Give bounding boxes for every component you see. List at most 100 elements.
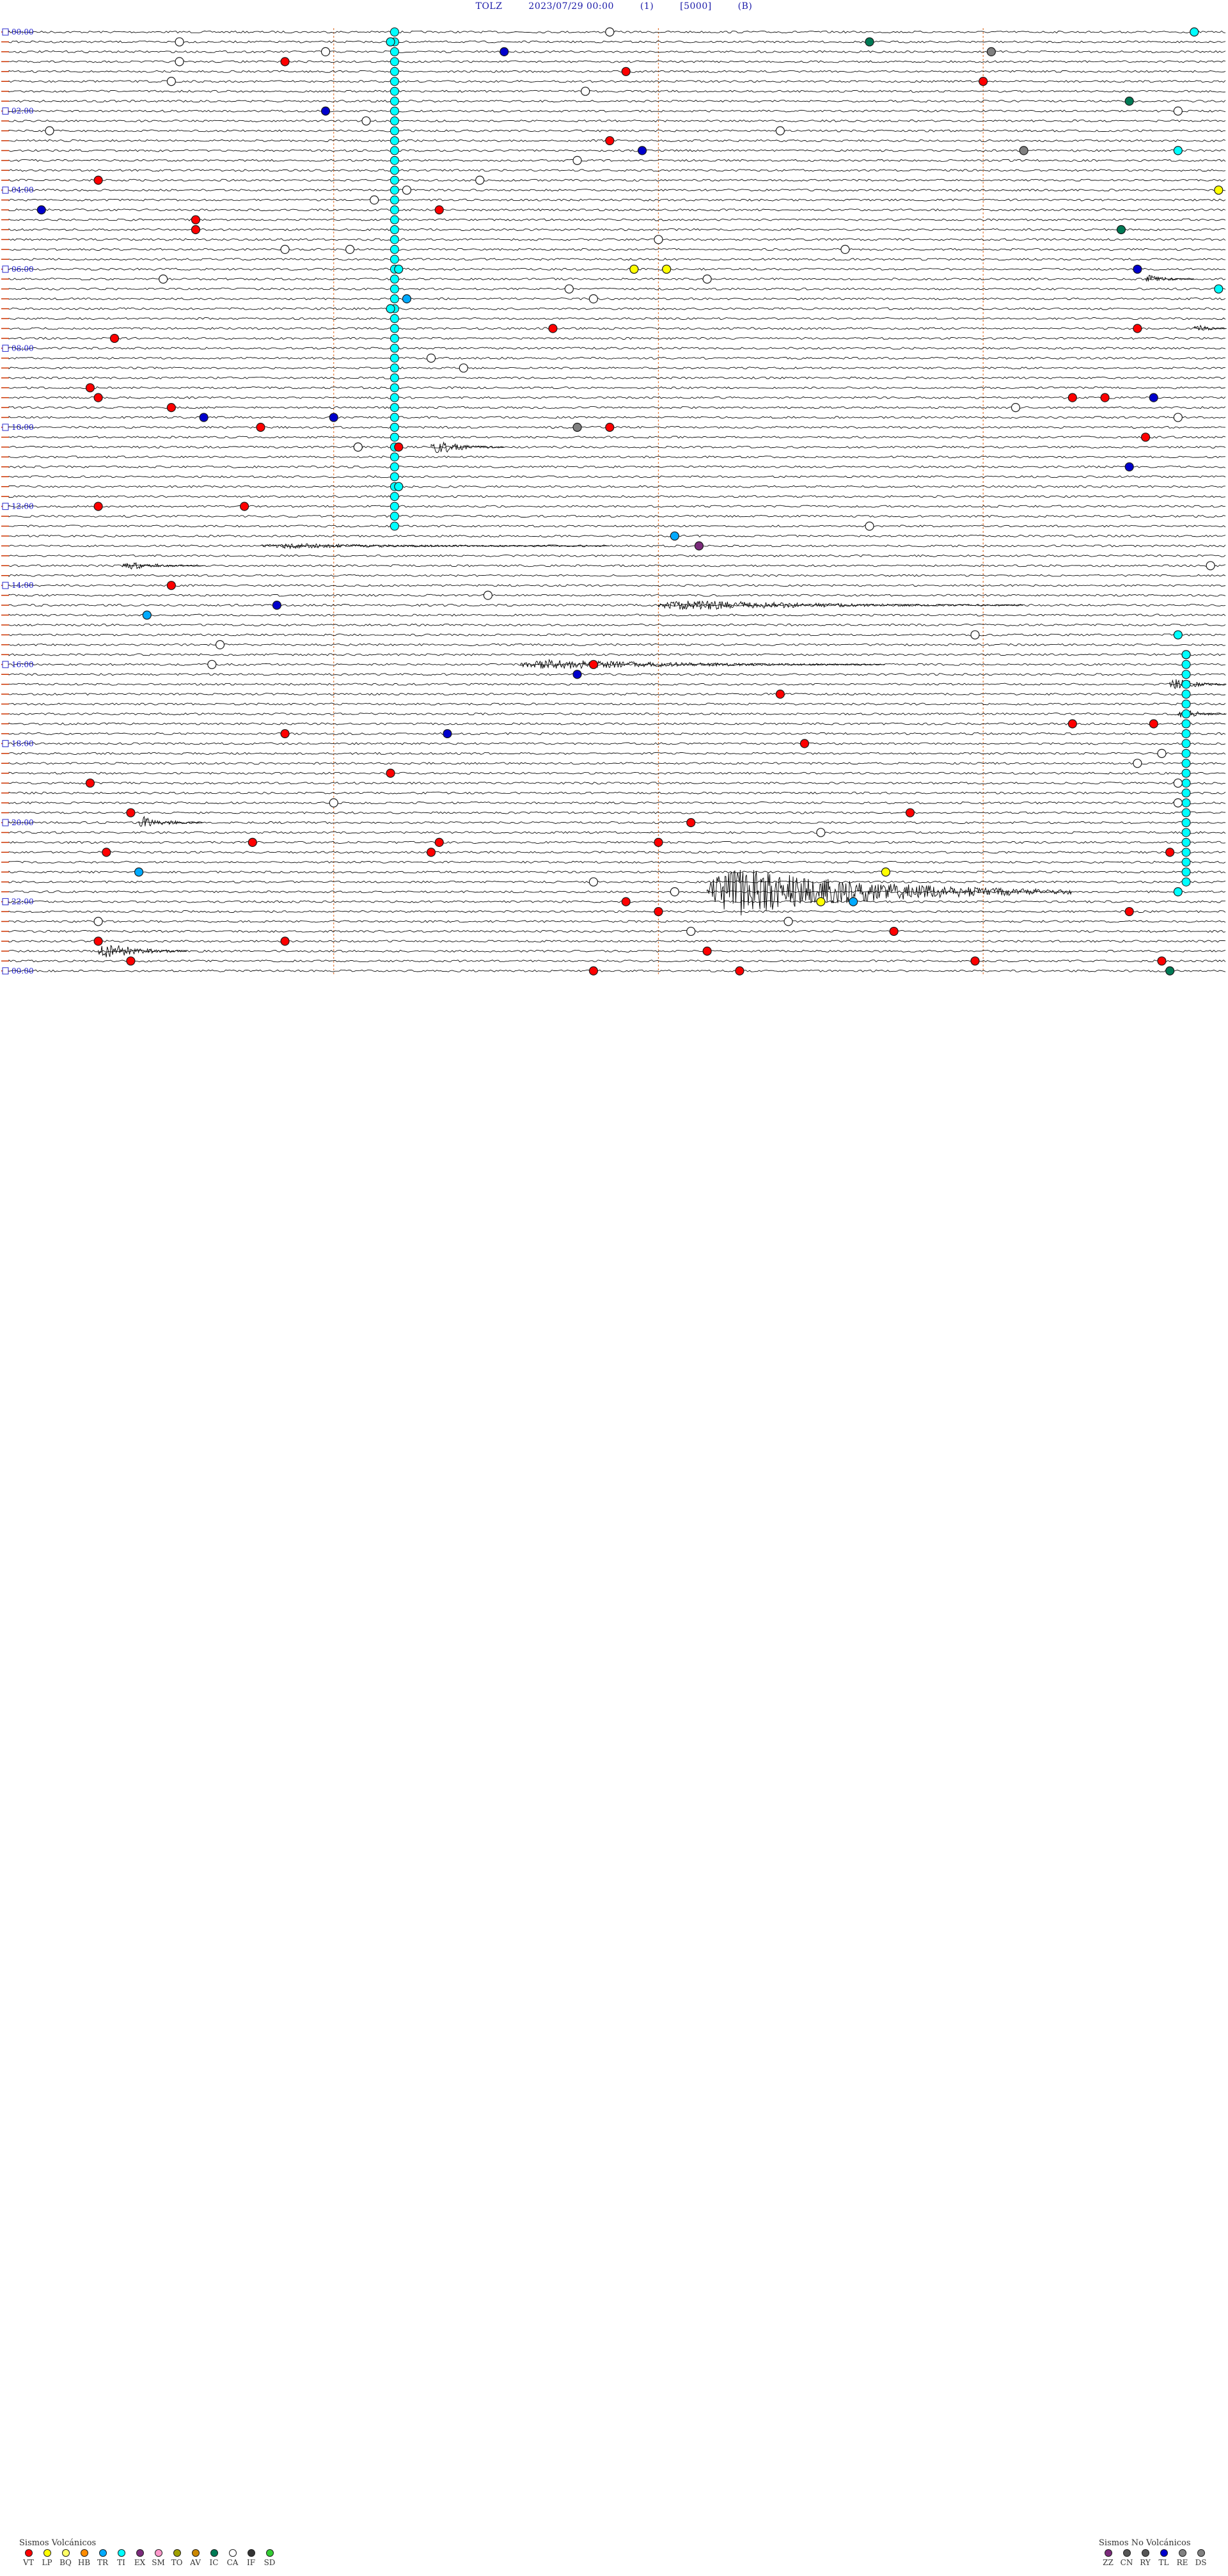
event-marker-tl xyxy=(320,106,331,116)
event-marker-tl xyxy=(272,600,281,610)
event-marker-vt xyxy=(1067,719,1077,729)
tremor-marker xyxy=(1181,690,1191,699)
trace-line xyxy=(8,574,1226,578)
time-label-box xyxy=(2,503,9,510)
event-marker-vt xyxy=(85,778,95,788)
event-marker-vt xyxy=(654,837,663,848)
event-marker-ca xyxy=(588,294,599,304)
event-marker-ex xyxy=(694,541,704,551)
tremor-marker xyxy=(390,86,399,96)
legend-label: TI xyxy=(117,2558,125,2567)
event-marker-ca xyxy=(865,521,874,531)
legend-dot xyxy=(173,2549,181,2557)
event-marker-vt xyxy=(605,422,615,432)
event-marker-ic xyxy=(1116,225,1126,235)
tremor-marker xyxy=(390,492,399,502)
tremor-marker xyxy=(390,186,399,195)
legend-label: AV xyxy=(190,2558,201,2567)
tremor-marker xyxy=(1181,837,1191,847)
event-marker-lp xyxy=(816,897,826,906)
legend-item-tl: TL xyxy=(1154,2549,1173,2567)
trace-line xyxy=(8,40,1226,43)
event-marker-tl xyxy=(572,670,582,679)
event-marker-ca xyxy=(329,798,338,808)
channel-label: (1) xyxy=(640,1,654,12)
trace-line xyxy=(8,940,1226,943)
tremor-marker xyxy=(390,47,399,56)
event-marker-ti xyxy=(1181,650,1191,660)
event-marker-vt xyxy=(548,324,558,333)
trace-line xyxy=(8,702,1226,706)
event-marker-vt xyxy=(240,502,249,511)
event-marker-vt xyxy=(126,956,136,966)
time-label-box xyxy=(2,581,9,589)
trace-line xyxy=(8,712,1226,716)
legend-label: IF xyxy=(246,2558,256,2567)
tremor-marker xyxy=(1181,798,1191,808)
legend-item-ex: EX xyxy=(130,2549,149,2567)
time-label: 08:00 xyxy=(12,344,34,352)
tremor-marker xyxy=(1181,848,1191,857)
event-marker-lp xyxy=(662,264,672,274)
trace-line xyxy=(8,525,1226,528)
tremor-marker xyxy=(390,244,399,254)
trace-line xyxy=(8,129,1225,132)
tremor-marker xyxy=(1181,660,1191,669)
time-label-box xyxy=(2,28,9,36)
trace-line xyxy=(8,425,1226,429)
trace-line xyxy=(8,267,1226,271)
legend-item-ry: RY xyxy=(1136,2549,1154,2567)
event-marker-vt xyxy=(166,402,176,413)
tremor-marker xyxy=(1181,788,1191,798)
trace-line xyxy=(8,218,1226,221)
event-marker-tr xyxy=(142,610,152,620)
trace-line xyxy=(8,465,1226,469)
trace-line xyxy=(8,514,1226,518)
tremor-marker xyxy=(1181,729,1191,738)
event-marker-vt xyxy=(1165,848,1175,857)
trace-line xyxy=(8,594,1226,597)
trace-line xyxy=(8,169,1226,172)
tremor-marker xyxy=(390,423,399,432)
trace-line xyxy=(8,347,1226,350)
event-marker-ca xyxy=(654,235,663,244)
legend-dot xyxy=(210,2549,218,2557)
legend-dot xyxy=(1141,2549,1149,2557)
event-marker-vt xyxy=(85,383,95,393)
event-waveform xyxy=(707,869,1072,916)
event-marker-ic xyxy=(1165,966,1175,976)
event-marker-vt xyxy=(605,136,615,146)
event-marker-ca xyxy=(426,353,436,363)
event-marker-vt xyxy=(970,956,980,966)
trace-line xyxy=(8,603,1226,607)
trace-line xyxy=(8,742,1226,745)
event-marker-lp xyxy=(629,264,639,274)
legend-item-vt: VT xyxy=(19,2549,38,2567)
tremor-marker xyxy=(390,205,399,215)
trace-line xyxy=(8,248,1226,251)
tremor-marker xyxy=(1181,808,1191,818)
trace-line xyxy=(8,149,1226,152)
event-marker-ca xyxy=(1173,778,1183,788)
trace-line xyxy=(8,910,1226,913)
event-marker-vt xyxy=(1157,956,1167,966)
time-label: 14:00 xyxy=(12,581,34,590)
tremor-marker xyxy=(1181,877,1191,887)
event-marker-ca xyxy=(175,37,184,47)
legend-nonvolcanic: Sismos No Volcánicos ZZ CN RY TL RE DS xyxy=(1099,2538,1210,2567)
legend-dot xyxy=(247,2549,255,2557)
legend-dot xyxy=(1197,2549,1205,2557)
tremor-marker xyxy=(390,452,399,462)
tremor-marker xyxy=(1181,778,1191,788)
event-marker-tl xyxy=(36,205,46,215)
legend-item-ds: DS xyxy=(1192,2549,1210,2567)
trace-line xyxy=(8,50,1226,54)
trace-line xyxy=(8,70,1226,73)
tremor-marker xyxy=(390,225,399,234)
legend-item-ca: CA xyxy=(223,2549,242,2567)
event-marker-ic xyxy=(1124,97,1134,106)
event-marker-ti xyxy=(394,482,404,491)
component-label: (B) xyxy=(737,1,753,12)
event-marker-ca xyxy=(45,126,54,136)
time-label: 00:00 xyxy=(12,28,34,36)
